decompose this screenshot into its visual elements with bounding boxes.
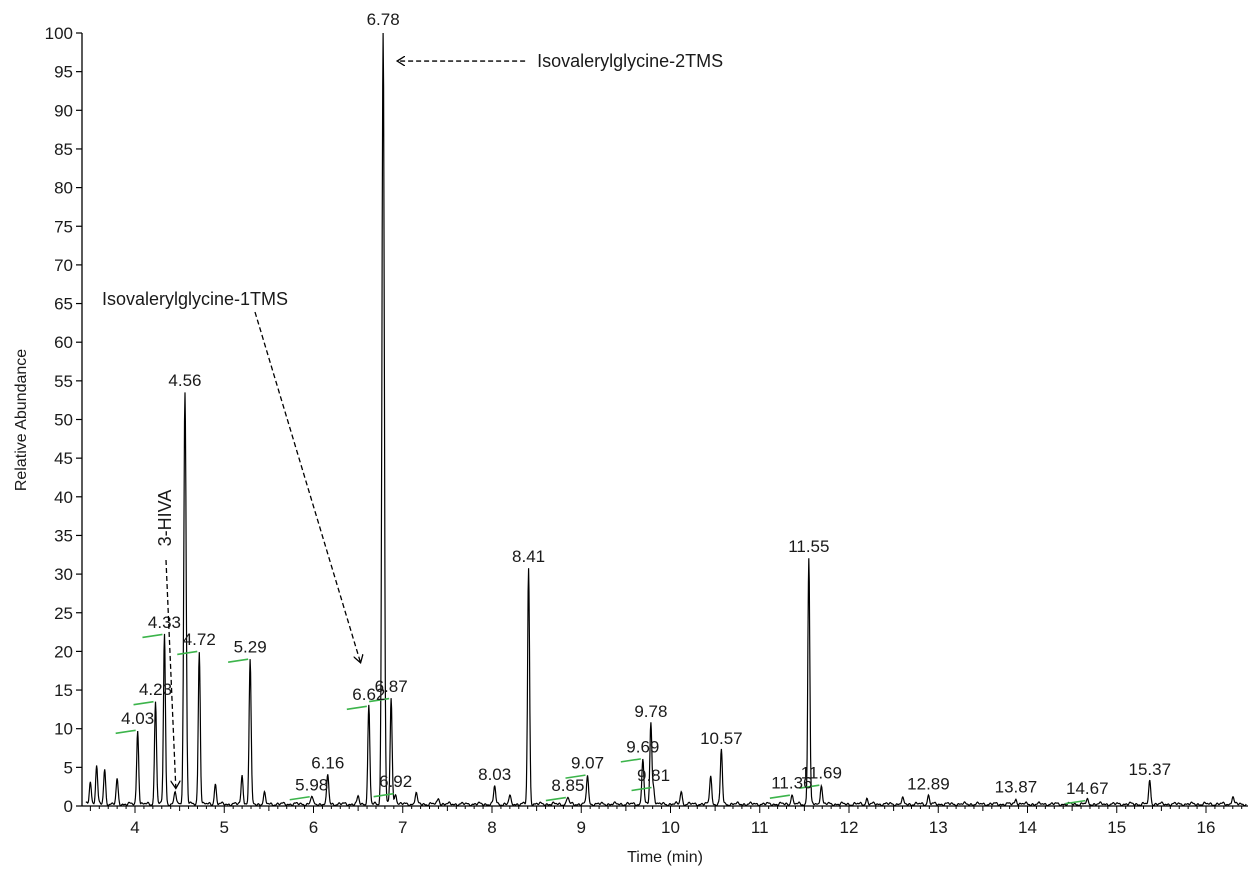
peak-label: 8.41: [512, 547, 545, 566]
peak-label: 5.98: [295, 775, 328, 794]
annotation-layer: Isovalerylglycine-2TMS Isovalerylglycine-…: [102, 51, 723, 788]
y-tick-label: 0: [64, 797, 73, 816]
annotation-label: 3-HIVA: [155, 490, 175, 547]
annotation-label: Isovalerylglycine-2TMS: [537, 51, 723, 71]
x-tick-label: 12: [840, 818, 859, 837]
x-tick-label: 11: [751, 818, 769, 837]
y-tick-label: 60: [54, 333, 73, 352]
x-tick-label: 7: [398, 818, 407, 837]
x-tick-label: 9: [577, 818, 586, 837]
y-tick-label: 75: [54, 217, 73, 236]
integration-mark-layer: [115, 633, 1086, 805]
peak-label: 6.16: [311, 754, 344, 773]
peak-label-layer: 4.03 4.23 4.33 4.56 4.72 5.29 5.98 6.16 6.62 6.78…: [121, 10, 1171, 798]
integration-mark: [631, 786, 652, 792]
peak-label: 6.62: [352, 685, 385, 704]
y-tick-label: 80: [54, 179, 73, 198]
y-tick-label: 30: [54, 565, 73, 584]
integration-mark: [799, 784, 820, 789]
peak-label: 12.89: [907, 774, 950, 793]
x-tick-label: 15: [1107, 818, 1126, 837]
peak-label: 10.57: [700, 729, 743, 748]
integration-mark: [369, 697, 390, 703]
peak-label: 11.36: [771, 774, 812, 793]
peak-label: 4.72: [183, 630, 216, 649]
y-tick-label: 55: [54, 372, 73, 391]
x-tick-label: 13: [929, 818, 948, 837]
integration-mark: [115, 729, 136, 735]
integration-mark: [545, 796, 566, 802]
peak-label: 9.78: [634, 702, 667, 721]
y-tick-label: 40: [54, 488, 73, 507]
y-tick-label: 90: [54, 101, 73, 120]
integration-mark: [289, 795, 310, 801]
y-tick-label: 35: [54, 526, 73, 545]
x-tick-label: 14: [1018, 818, 1037, 837]
peak-label: 11.69: [801, 764, 842, 783]
peak-label: 4.56: [168, 371, 201, 390]
peak-label: 4.23: [139, 680, 172, 699]
y-tick-label: 15: [54, 681, 73, 700]
y-tick-label: 20: [54, 642, 73, 661]
trace-layer: [85, 32, 1247, 807]
peak-label: 8.85: [551, 776, 584, 795]
integration-mark: [620, 758, 641, 763]
x-tick-label: 6: [309, 818, 318, 837]
integration-mark: [133, 700, 154, 706]
tick-layer: 0510152025303540455055606570758085909510…: [45, 24, 1243, 837]
x-tick-label: 4: [130, 818, 139, 837]
peak-label: 8.03: [478, 765, 511, 784]
integration-mark: [373, 792, 394, 798]
peak-label: 4.33: [148, 613, 181, 632]
peak-label: 9.07: [571, 754, 604, 773]
peak-label: 9.69: [626, 737, 659, 756]
y-tick-label: 10: [54, 720, 73, 739]
integration-mark: [228, 658, 249, 663]
peak-label: 13.87: [995, 778, 1038, 797]
x-tick-label: 8: [487, 818, 496, 837]
peak-label: 6.78: [367, 10, 400, 29]
peak-label: 11.55: [788, 537, 829, 556]
peak-label: 6.87: [375, 677, 408, 696]
chromatogram-trace: [85, 32, 1247, 807]
x-tick-label: 16: [1197, 818, 1216, 837]
y-tick-label: 95: [54, 63, 73, 82]
x-axis-title: Time (min): [627, 849, 703, 866]
y-tick-label: 65: [54, 295, 73, 314]
integration-mark: [346, 705, 367, 711]
y-tick-label: 50: [54, 411, 73, 430]
peak-label: 6.92: [379, 772, 412, 791]
integration-mark: [1065, 799, 1086, 805]
y-tick-label: 100: [45, 24, 73, 43]
y-tick-label: 85: [54, 140, 73, 159]
annotation-arrow: [254, 311, 361, 663]
y-tick-label: 5: [64, 758, 73, 777]
annotation-arrow: [165, 559, 176, 789]
y-tick-label: 45: [54, 449, 73, 468]
peak-label: 14.67: [1066, 779, 1109, 798]
y-tick-label: 25: [54, 604, 73, 623]
peak-label: 5.29: [234, 638, 267, 657]
x-tick-label: 5: [220, 818, 229, 837]
peak-label: 15.37: [1128, 760, 1171, 779]
x-tick-label: 10: [661, 818, 680, 837]
y-tick-label: 70: [54, 256, 73, 275]
peak-label: 4.03: [121, 709, 154, 728]
integration-mark: [177, 650, 198, 656]
integration-mark: [769, 794, 790, 800]
y-axis-title: Relative Abundance: [13, 349, 30, 491]
integration-mark: [565, 774, 586, 779]
annotation-label: Isovalerylglycine-1TMS: [102, 289, 288, 309]
peak-label: 9.81: [637, 766, 670, 785]
integration-mark: [142, 633, 163, 639]
